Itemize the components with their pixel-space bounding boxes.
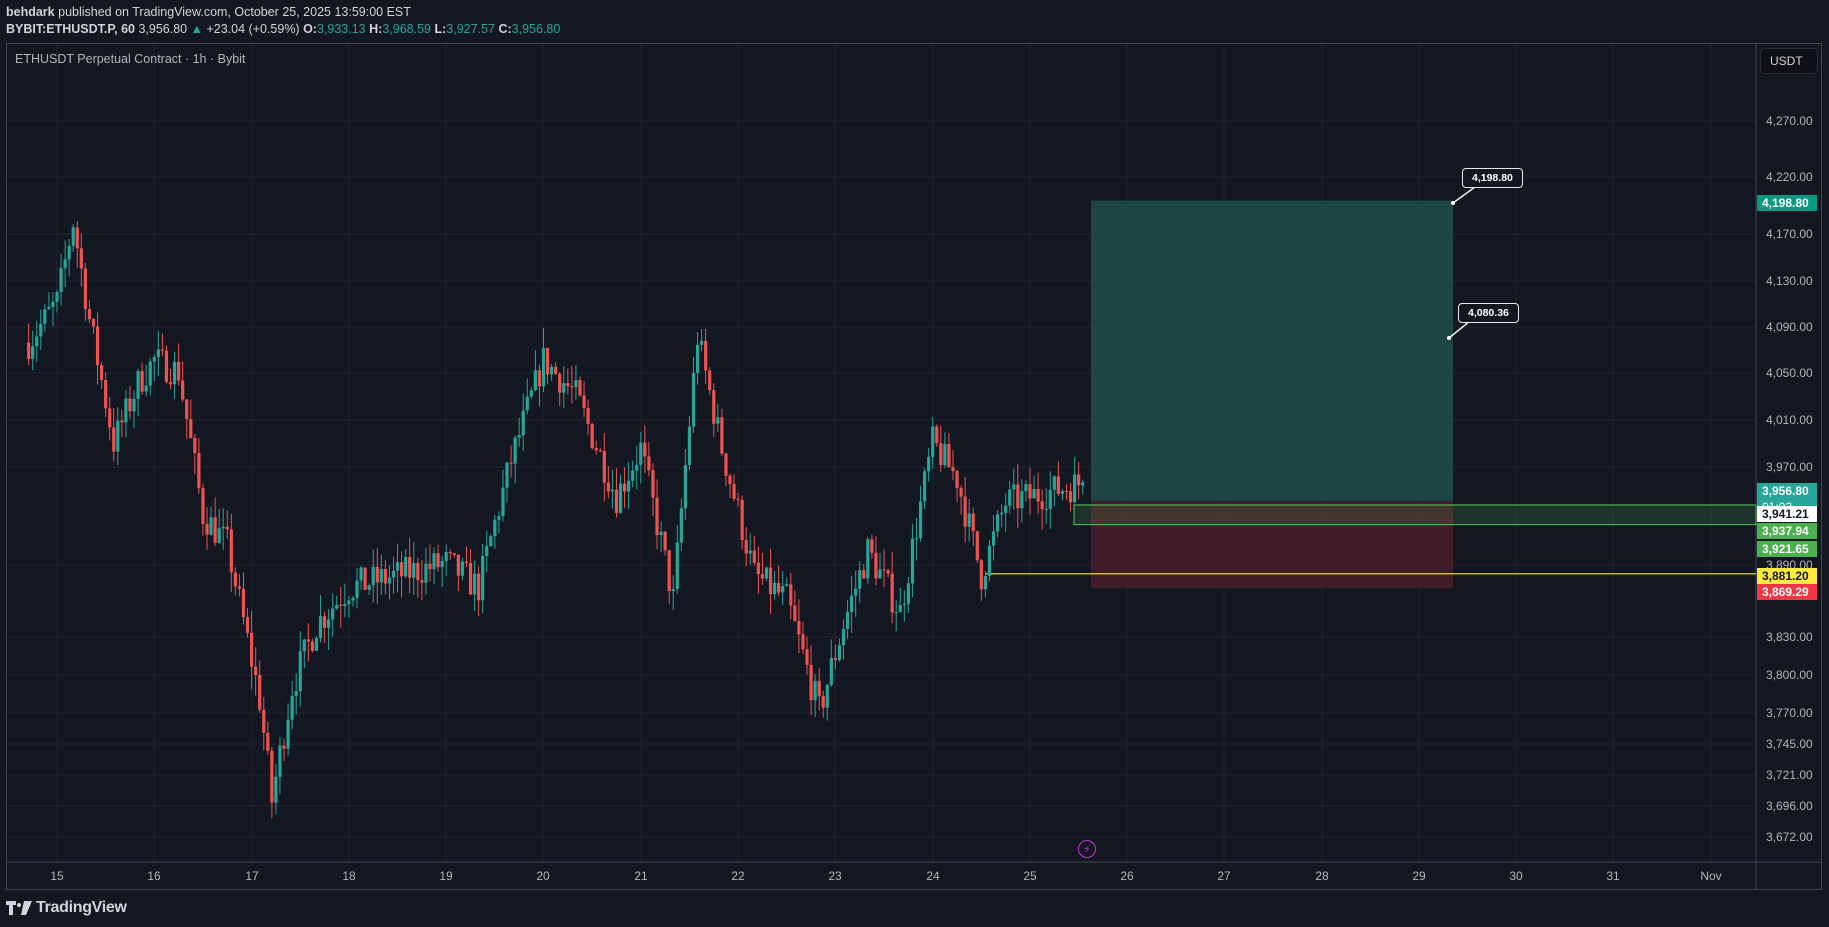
price-tag: 3,937.94 bbox=[1757, 523, 1817, 539]
price-axis-label: 3,745.00 bbox=[1766, 737, 1813, 751]
open-value: 3,933.13 bbox=[316, 22, 366, 36]
price-axis-label: 3,721.00 bbox=[1766, 768, 1813, 782]
price-axis-label: 3,830.00 bbox=[1766, 630, 1813, 644]
time-axis-label: 24 bbox=[926, 869, 940, 883]
high-value: 3,968.59 bbox=[382, 22, 431, 36]
publish-line: behdark published on TradingView.com, Oc… bbox=[6, 4, 560, 21]
time-axis-label: 22 bbox=[731, 869, 745, 883]
price-callout[interactable]: 4,080.36 bbox=[1458, 303, 1519, 323]
price-callout[interactable]: 4,198.80 bbox=[1462, 168, 1523, 188]
time-axis-label: 29 bbox=[1412, 869, 1426, 883]
time-axis-label: 20 bbox=[536, 869, 550, 883]
price-axis-label: 3,696.00 bbox=[1766, 799, 1813, 813]
price-tag: 3,941.21 bbox=[1757, 506, 1817, 522]
price-axis-label: 4,050.00 bbox=[1766, 366, 1813, 380]
chart-title: ETHUSDT Perpetual Contract · 1h · Bybit bbox=[15, 52, 246, 66]
time-axis-label: Nov bbox=[1700, 869, 1722, 883]
price-axis-label: 4,220.00 bbox=[1766, 170, 1813, 184]
price-axis-label: 3,970.00 bbox=[1766, 460, 1813, 474]
lightning-event-icon[interactable]: ⚡ bbox=[1078, 840, 1096, 858]
time-axis-label: 26 bbox=[1120, 869, 1134, 883]
price-axis-label: 3,800.00 bbox=[1766, 668, 1813, 682]
price-tag: 4,198.80 bbox=[1757, 195, 1817, 211]
time-axis-label: 30 bbox=[1509, 869, 1523, 883]
time-axis-label: 23 bbox=[828, 869, 842, 883]
price-change: +23.04 (+0.59%) bbox=[206, 22, 300, 36]
price-tag: 3,869.29 bbox=[1757, 584, 1817, 600]
author-name[interactable]: behdark bbox=[6, 5, 55, 19]
published-text: published on TradingView.com, October 25… bbox=[54, 5, 411, 19]
close-value: 3,956.80 bbox=[511, 22, 561, 36]
tradingview-logo[interactable]: TradingView bbox=[6, 899, 127, 917]
price-axis-label: 4,010.00 bbox=[1766, 413, 1813, 427]
low-label: L: bbox=[434, 22, 447, 36]
time-axis-label: 19 bbox=[439, 869, 453, 883]
time-axis-label: 15 bbox=[50, 869, 64, 883]
time-axis-label: 21 bbox=[634, 869, 648, 883]
price-tag: 3,921.65 bbox=[1757, 541, 1817, 557]
open-label: O: bbox=[303, 22, 317, 36]
tv-logo-icon bbox=[6, 901, 32, 915]
price-axis-label: 4,270.00 bbox=[1766, 114, 1813, 128]
price-axis-label: 4,130.00 bbox=[1766, 274, 1813, 288]
time-axis-label: 16 bbox=[147, 869, 161, 883]
close-label: C: bbox=[498, 22, 512, 36]
last-price: 3,956.80 bbox=[138, 22, 188, 36]
symbol-label: BYBIT:ETHUSDT.P, 60 bbox=[6, 22, 135, 36]
time-axis-label: 18 bbox=[342, 869, 356, 883]
chart-frame bbox=[6, 43, 1822, 890]
high-label: H: bbox=[369, 22, 383, 36]
ohlc-line: BYBIT:ETHUSDT.P, 60 3,956.80 ▲ +23.04 (+… bbox=[6, 21, 560, 38]
time-axis-label: 31 bbox=[1606, 869, 1620, 883]
price-axis-label: 4,090.00 bbox=[1766, 320, 1813, 334]
publish-header: behdark published on TradingView.com, Oc… bbox=[6, 4, 560, 38]
time-axis-label: 28 bbox=[1315, 869, 1329, 883]
price-tag: 3,881.20 bbox=[1757, 568, 1817, 584]
low-value: 3,927.57 bbox=[446, 22, 495, 36]
price-axis-label: 4,170.00 bbox=[1766, 227, 1813, 241]
time-axis-label: 27 bbox=[1217, 869, 1231, 883]
price-axis-label: 3,672.00 bbox=[1766, 830, 1813, 844]
time-axis-label: 25 bbox=[1023, 869, 1037, 883]
up-triangle-icon: ▲ bbox=[190, 22, 203, 36]
time-axis-label: 17 bbox=[245, 869, 259, 883]
logo-text: TradingView bbox=[36, 899, 127, 916]
price-axis-label: 3,770.00 bbox=[1766, 706, 1813, 720]
currency-button[interactable]: USDT bbox=[1760, 48, 1818, 74]
